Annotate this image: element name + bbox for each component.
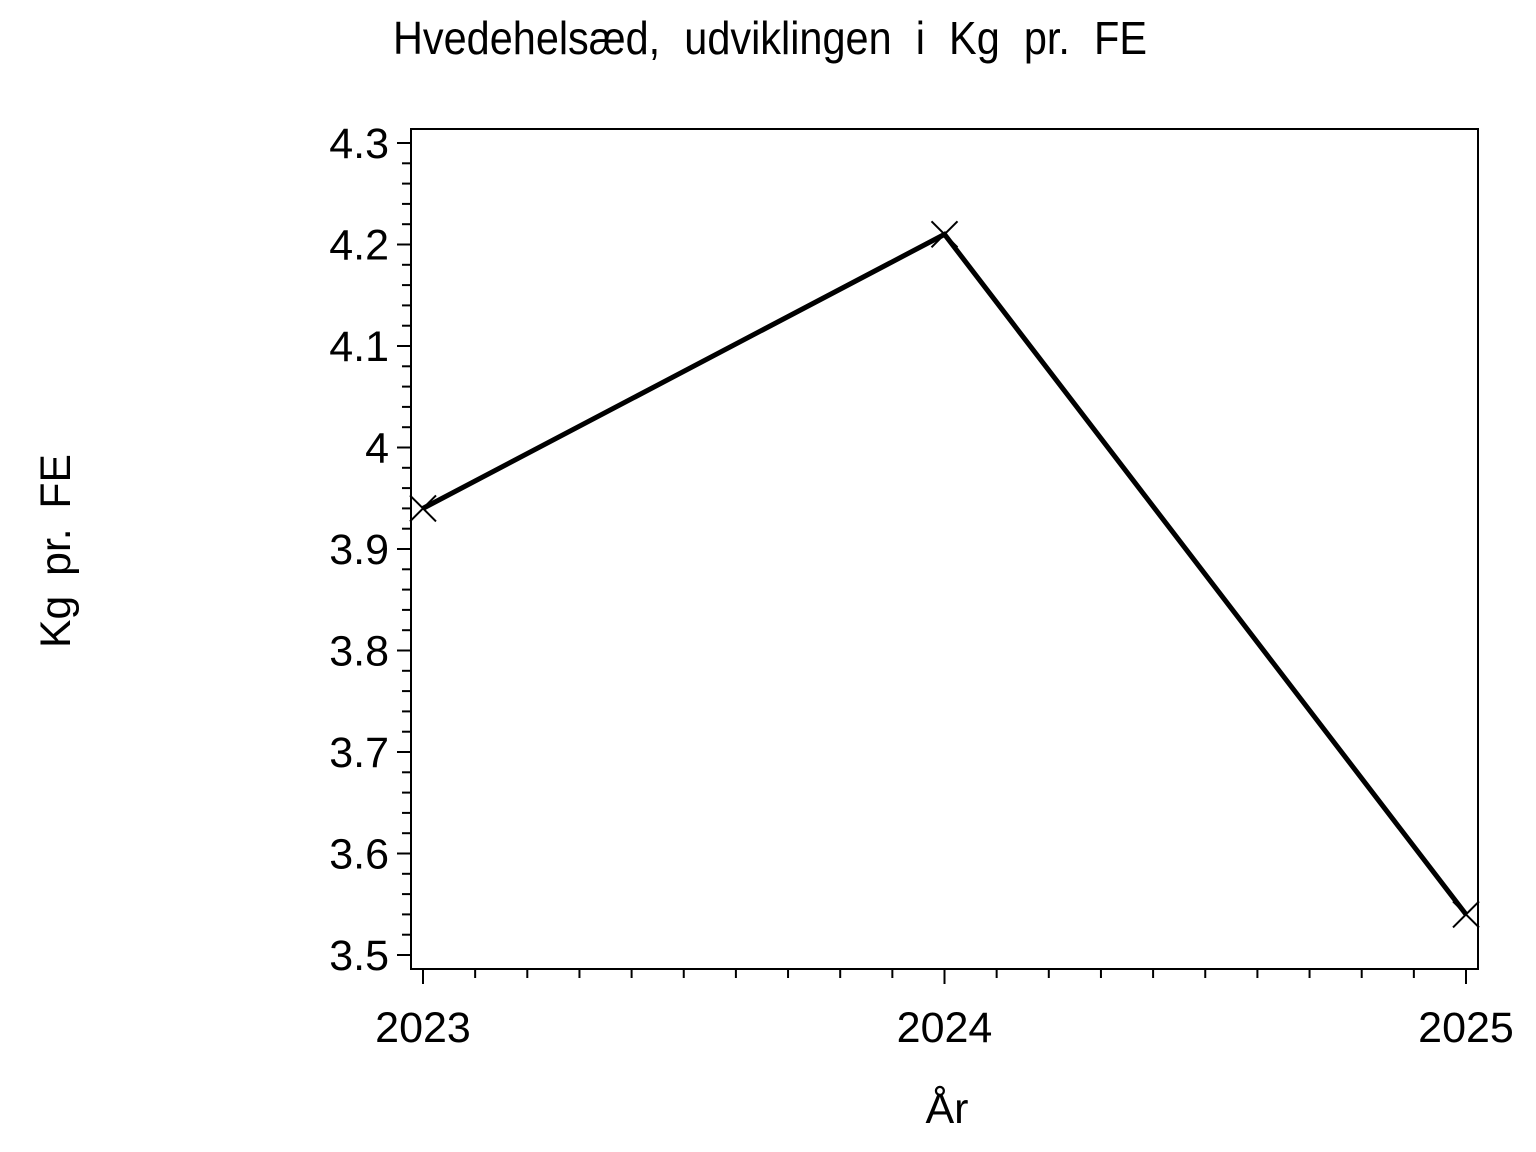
- y-tick-label: 4.2: [329, 222, 389, 270]
- y-tick-label: 3.9: [329, 526, 389, 574]
- data-point-markers: [409, 220, 1480, 929]
- y-tick-label: 3.5: [329, 932, 389, 980]
- chart-title: Hvedehelsæd, udviklingen i Kg pr. FE: [393, 12, 1147, 64]
- x-axis-tick-labels: 2023 2024 2025: [375, 1004, 1514, 1052]
- data-point-marker: [930, 220, 959, 249]
- y-tick-label: 4: [365, 425, 389, 473]
- y-tick-label: 3.8: [329, 628, 389, 676]
- y-tick-label: 3.6: [329, 831, 389, 879]
- x-tick-label: 2023: [375, 1004, 471, 1052]
- y-tick-label: 4.1: [329, 323, 389, 371]
- x-axis-minor-ticks: [474, 969, 1415, 978]
- y-axis-major-ticks: [397, 142, 411, 956]
- x-axis-title: År: [926, 1085, 969, 1133]
- y-axis-title: Kg pr. FE: [32, 454, 80, 648]
- data-point-marker: [1452, 900, 1480, 929]
- x-tick-label: 2025: [1418, 1004, 1514, 1052]
- data-point-marker: [409, 494, 437, 523]
- x-axis-major-ticks: [422, 969, 1467, 984]
- y-axis-minor-ticks: [402, 162, 411, 936]
- y-tick-label: 3.7: [329, 729, 389, 777]
- y-axis-tick-labels: 3.5 3.6 3.7 3.8 3.9 4 4.1 4.2 4.3: [329, 120, 389, 980]
- y-tick-label: 4.3: [329, 120, 389, 168]
- x-tick-label: 2024: [897, 1004, 993, 1052]
